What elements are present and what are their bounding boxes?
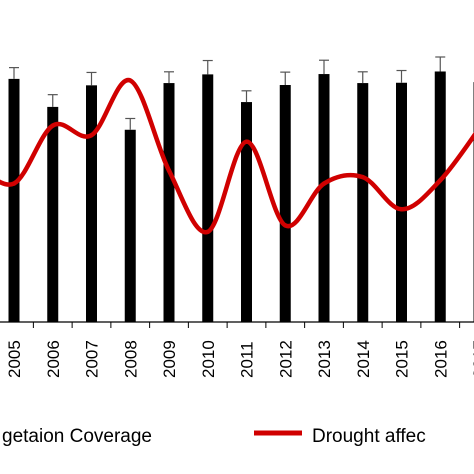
series-line-drought (0, 78, 474, 235)
bar-2009 (163, 83, 175, 323)
line-point-2006 (50, 123, 55, 128)
bar-2010 (202, 74, 214, 322)
error-bar-2016 (435, 56, 446, 72)
x-tick-label-2005: 2005 (5, 340, 24, 378)
bar-2013 (318, 74, 330, 322)
x-tick-label-2007: 2007 (83, 340, 102, 378)
legend: getaion Coverage Drought affec (2, 426, 426, 447)
line-point-2009 (166, 168, 172, 173)
bar-2008 (124, 129, 136, 322)
error-bar-2009 (164, 71, 174, 84)
x-tick-label-2012: 2012 (276, 340, 295, 378)
line-point-2005 (11, 181, 17, 186)
bar-2015 (396, 82, 407, 322)
error-bar-2007 (86, 71, 97, 86)
bar-2012 (279, 85, 291, 323)
bar-2006 (47, 106, 59, 323)
x-axis-ticks: 2005 2006 2007 2008 2009 2010 2011 2012 2013 2014… (5, 322, 474, 378)
line-point-2010 (205, 229, 210, 235)
error-bar-2008 (125, 117, 136, 130)
line-point-2012 (283, 223, 288, 228)
x-tick-label-2013: 2013 (315, 340, 334, 378)
bar-2005 (8, 78, 20, 322)
error-bar-2014 (357, 71, 368, 84)
x-tick-label-2006: 2006 (44, 340, 63, 378)
x-tick-label-2016: 2016 (431, 340, 450, 378)
bar-2014 (357, 83, 369, 323)
bars-layer (8, 56, 474, 323)
line-layer (0, 78, 474, 235)
error-bar-2013 (319, 59, 329, 75)
error-bar-2006 (47, 94, 58, 107)
x-tick-label-2017: 2017 (470, 340, 474, 378)
line-point-2014 (360, 174, 365, 180)
legend-label-vegetation: getaion Coverage (2, 426, 152, 447)
line-point-2016 (438, 178, 443, 183)
x-tick-label-2011: 2011 (238, 341, 257, 378)
line-point-2007 (89, 133, 94, 138)
error-bar-2005 (9, 67, 19, 79)
bar-2007 (86, 85, 97, 322)
line-point-2015 (399, 207, 404, 212)
bar-2011 (241, 102, 252, 322)
legend-label-drought: Drought affec (312, 426, 426, 447)
error-bar-2015 (396, 69, 407, 83)
x-tick-label-2009: 2009 (160, 340, 179, 378)
error-bar-2010 (202, 59, 213, 75)
line-point-2013 (321, 181, 327, 186)
line-point-2008 (128, 78, 133, 83)
x-tick-label-2014: 2014 (354, 340, 373, 378)
error-bar-2011 (241, 90, 252, 103)
bar-2016 (434, 71, 446, 322)
error-bar-2012 (280, 71, 291, 86)
x-tick-label-2010: 2010 (199, 340, 218, 378)
line-point-2011 (244, 139, 249, 144)
x-tick-label-2008: 2008 (121, 340, 140, 378)
x-tick-label-2015: 2015 (393, 340, 412, 378)
